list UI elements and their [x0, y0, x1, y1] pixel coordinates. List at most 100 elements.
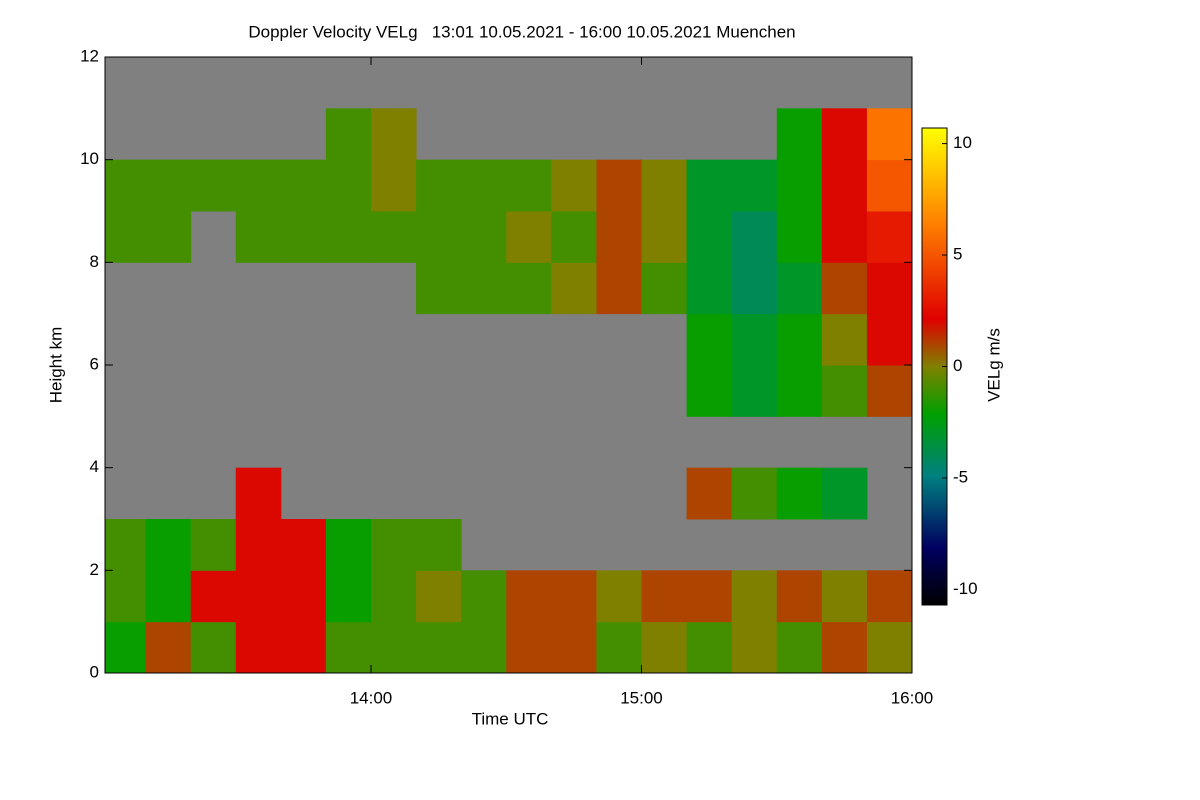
heatmap-cell: [506, 159, 552, 212]
x-tick-label: 16:00: [891, 688, 934, 707]
y-tick-label: 4: [90, 457, 99, 476]
heatmap-cell: [461, 570, 507, 623]
colorbar-tick-label: -10: [953, 579, 978, 598]
heatmap-cell: [370, 570, 417, 623]
heatmap-cell: [190, 159, 237, 212]
heatmap-cell: [596, 621, 642, 673]
heatmap-cell: [776, 159, 823, 212]
heatmap-cell: [325, 159, 372, 212]
heatmap-cell: [325, 570, 372, 623]
heatmap-cell: [821, 313, 868, 366]
heatmap-cell: [280, 159, 327, 212]
heatmap-cell: [776, 211, 823, 263]
heatmap-cell: [145, 621, 192, 673]
heatmap-cell: [235, 467, 282, 520]
heatmap-cell: [596, 211, 642, 263]
heatmap-cell: [416, 211, 462, 263]
heatmap-cell: [776, 621, 823, 673]
heatmap-cell: [235, 570, 282, 623]
heatmap-cell: [641, 262, 688, 315]
heatmap-cell: [551, 211, 597, 263]
heatmap-cell: [686, 313, 733, 366]
heatmap-cell: [551, 621, 597, 673]
colorbar-label: VELg m/s: [984, 328, 1003, 402]
heatmap-cell: [235, 519, 282, 571]
heatmap-cell: [776, 365, 823, 417]
heatmap: [105, 108, 912, 673]
heatmap-cell: [596, 570, 642, 623]
heatmap-cell: [105, 159, 147, 212]
y-tick-label: 10: [80, 149, 99, 168]
heatmap-cell: [506, 570, 552, 623]
heatmap-cell: [821, 108, 868, 161]
heatmap-cell: [506, 262, 552, 315]
heatmap-cell: [821, 467, 868, 520]
heatmap-cell: [686, 621, 733, 673]
heatmap-cell: [686, 159, 733, 212]
heatmap-cell: [280, 211, 327, 263]
heatmap-cell: [325, 108, 372, 161]
heatmap-cell: [506, 211, 552, 263]
heatmap-cell: [641, 621, 688, 673]
heatmap-cell: [731, 313, 778, 366]
x-axis-label: Time UTC: [472, 709, 549, 728]
heatmap-cell: [461, 211, 507, 263]
heatmap-cell: [821, 570, 868, 623]
heatmap-cell: [190, 570, 237, 623]
heatmap-cell: [105, 621, 147, 673]
heatmap-cell: [280, 621, 327, 673]
heatmap-cell: [731, 262, 778, 315]
heatmap-cell: [731, 467, 778, 520]
heatmap-cell: [105, 211, 147, 263]
y-tick-label: 12: [80, 46, 99, 65]
heatmap-cell: [596, 159, 642, 212]
heatmap-cell: [190, 519, 237, 571]
heatmap-cell: [461, 262, 507, 315]
colorbar-tick-label: 0: [953, 356, 962, 375]
heatmap-cell: [731, 621, 778, 673]
heatmap-cell: [731, 211, 778, 263]
colorbar-tick-label: -5: [953, 467, 968, 486]
heatmap-cell: [551, 159, 597, 212]
heatmap-cell: [145, 519, 192, 571]
heatmap-cell: [776, 467, 823, 520]
heatmap-cell: [776, 570, 823, 623]
heatmap-cell: [280, 519, 327, 571]
heatmap-cell: [416, 262, 462, 315]
heatmap-cell: [370, 621, 417, 673]
heatmap-cell: [235, 159, 282, 212]
x-tick-label: 15:00: [620, 688, 663, 707]
heatmap-cell: [416, 519, 462, 571]
heatmap-cell: [866, 108, 912, 161]
heatmap-cell: [686, 570, 733, 623]
heatmap-cell: [416, 570, 462, 623]
heatmap-cell: [190, 621, 237, 673]
x-tick-label: 14:00: [350, 688, 393, 707]
heatmap-cell: [866, 211, 912, 263]
heatmap-cell: [105, 570, 147, 623]
heatmap-cell: [776, 262, 823, 315]
heatmap-cell: [731, 159, 778, 212]
heatmap-cell: [370, 108, 417, 161]
heatmap-cell: [416, 159, 462, 212]
heatmap-cell: [325, 519, 372, 571]
heatmap-cell: [866, 570, 912, 623]
heatmap-cell: [235, 621, 282, 673]
heatmap-cell: [325, 621, 372, 673]
heatmap-cell: [235, 211, 282, 263]
heatmap-cell: [686, 467, 733, 520]
colorbar-tick-label: 10: [953, 133, 972, 152]
heatmap-cell: [866, 365, 912, 417]
heatmap-cell: [145, 159, 192, 212]
heatmap-cell: [461, 159, 507, 212]
heatmap-cell: [416, 621, 462, 673]
y-tick-label: 8: [90, 252, 99, 271]
heatmap-cell: [145, 570, 192, 623]
y-axis-label: Height km: [46, 327, 65, 404]
heatmap-cell: [866, 262, 912, 315]
heatmap-cell: [370, 519, 417, 571]
heatmap-cell: [641, 159, 688, 212]
chart-title: Doppler Velocity VELg 13:01 10.05.2021 -…: [248, 22, 795, 41]
heatmap-cell: [821, 211, 868, 263]
